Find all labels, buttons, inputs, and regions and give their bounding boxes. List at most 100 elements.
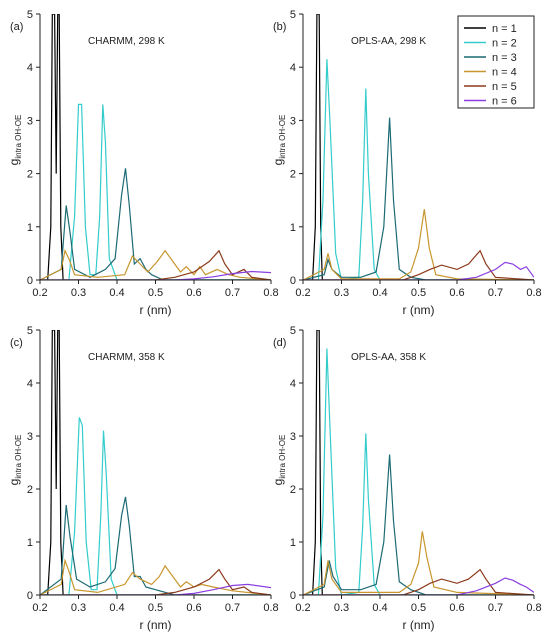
series-line-n4 [303, 531, 534, 595]
x-axis-label: r (nm) [403, 618, 435, 632]
y-tick-label: 5 [27, 325, 33, 337]
legend-label: n = 6 [492, 96, 517, 108]
legend: n = 1 n = 2 n = 3 n = 4 n = 5 n = 6 [457, 15, 535, 109]
x-tick-label: 0.8 [526, 287, 541, 299]
x-tick-label: 0.6 [449, 602, 464, 614]
series-line-n6 [303, 261, 534, 280]
y-tick-label: 1 [27, 222, 33, 234]
legend-label: n = 4 [492, 67, 517, 79]
y-tick-label: 2 [290, 169, 296, 181]
legend-label: n = 3 [492, 52, 517, 64]
x-tick-label: 0.2 [32, 602, 47, 614]
y-tick-label: 4 [290, 378, 296, 390]
y-tick-label: 5 [27, 9, 33, 21]
x-tick-label: 0.8 [526, 602, 541, 614]
y-axis-label-right-bottom: gintra OH-OE [271, 435, 287, 486]
legend-label: n = 1 [492, 23, 517, 35]
x-tick-label: 0.5 [411, 287, 426, 299]
series-line-n2 [40, 417, 271, 595]
y-tick-label: 3 [27, 431, 33, 443]
panel-label: (d) [273, 337, 286, 349]
series-line-n5 [303, 249, 534, 280]
y-tick-label: 3 [290, 431, 296, 443]
series-line-n2 [40, 103, 271, 280]
series-line-n1 [40, 330, 271, 595]
panel-title: CHARMM, 298 K [88, 36, 165, 47]
x-tick-label: 0.8 [263, 287, 278, 299]
series-line-n4 [303, 209, 534, 280]
series-line-n4 [40, 248, 271, 280]
y-tick-label: 1 [290, 537, 296, 549]
y-tick-label: 2 [290, 484, 296, 496]
panel-label: (b) [273, 21, 286, 33]
y-axis-label-right-top: gintra OH-OE [271, 115, 287, 166]
series-line-n3 [303, 117, 534, 280]
panel-title: CHARMM, 358 K [88, 352, 165, 363]
panel-title: OPLS-AA, 358 K [351, 352, 426, 363]
panel-label: (c) [10, 337, 23, 349]
y-tick-label: 3 [290, 115, 296, 127]
y-tick-label: 5 [290, 325, 296, 337]
y-tick-label: 0 [290, 275, 296, 287]
x-tick-label: 0.7 [225, 602, 240, 614]
x-tick-label: 0.7 [488, 602, 503, 614]
legend-label: n = 2 [492, 38, 517, 50]
panel-2: 0.2 0.3 0.4 0.5 0.6 0.7 0.8 0 1 2 3 4 5 r (nm) (b) OPLS… [273, 9, 542, 317]
series-line-n6 [40, 270, 271, 280]
x-tick-label: 0.5 [148, 602, 163, 614]
series-line-n5 [40, 568, 271, 595]
series-line-n3 [303, 454, 534, 595]
y-tick-label: 1 [27, 537, 33, 549]
panel-4: 0.2 0.3 0.4 0.5 0.6 0.7 0.8 0 1 2 3 4 5 r (nm) (d) OPLS… [273, 325, 542, 632]
x-axis-label: r (nm) [140, 618, 172, 632]
series-line-n5 [303, 568, 534, 595]
y-tick-label: 2 [27, 484, 33, 496]
y-tick-label: 2 [27, 169, 33, 181]
x-tick-label: 0.3 [71, 287, 86, 299]
series-line-n6 [303, 577, 534, 595]
y-tick-label: 3 [27, 115, 33, 127]
panel-3: 0.2 0.3 0.4 0.5 0.6 0.7 0.8 0 1 2 3 4 5 r (nm) (c) CHAR… [10, 325, 279, 632]
panel-label: (a) [10, 21, 23, 33]
y-tick-label: 0 [290, 590, 296, 602]
series-line-n1 [40, 14, 271, 280]
series-line-n1 [303, 330, 534, 595]
y-tick-label: 5 [290, 9, 296, 21]
y-tick-label: 0 [27, 275, 33, 287]
x-tick-label: 0.2 [32, 287, 47, 299]
x-tick-label: 0.3 [334, 602, 349, 614]
y-axis-label-top: gintra OH-OE [7, 115, 23, 166]
panel-title: OPLS-AA, 298 K [351, 36, 426, 47]
y-tick-label: 1 [290, 222, 296, 234]
x-axis-label: r (nm) [403, 303, 435, 317]
x-tick-label: 0.6 [186, 287, 201, 299]
x-tick-label: 0.7 [225, 287, 240, 299]
x-tick-label: 0.8 [263, 602, 278, 614]
y-tick-label: 4 [290, 62, 296, 74]
x-tick-label: 0.4 [109, 602, 124, 614]
x-tick-label: 0.4 [372, 287, 387, 299]
x-axis-label: r (nm) [140, 303, 172, 317]
x-tick-label: 0.2 [295, 287, 310, 299]
x-tick-label: 0.2 [295, 602, 310, 614]
x-tick-label: 0.6 [186, 602, 201, 614]
x-tick-label: 0.5 [148, 287, 163, 299]
series-line-n4 [40, 558, 271, 595]
y-tick-label: 4 [27, 62, 33, 74]
x-tick-label: 0.3 [71, 602, 86, 614]
series-line-n3 [40, 496, 271, 595]
panel-1: 0.2 0.3 0.4 0.5 0.6 0.7 0.8 0 1 2 3 4 5 r (nm) (a) CHAR… [10, 9, 279, 317]
x-tick-label: 0.7 [488, 287, 503, 299]
legend-label: n = 5 [492, 81, 517, 93]
series-line-n2 [303, 348, 534, 595]
x-tick-label: 0.3 [334, 287, 349, 299]
y-tick-label: 4 [27, 378, 33, 390]
series-line-n6 [40, 583, 271, 595]
y-tick-label: 0 [27, 590, 33, 602]
x-tick-label: 0.4 [109, 287, 124, 299]
x-tick-label: 0.4 [372, 602, 387, 614]
y-axis-label-bottom: gintra OH-OE [7, 435, 23, 486]
legend-box [457, 15, 535, 109]
x-tick-label: 0.6 [449, 287, 464, 299]
